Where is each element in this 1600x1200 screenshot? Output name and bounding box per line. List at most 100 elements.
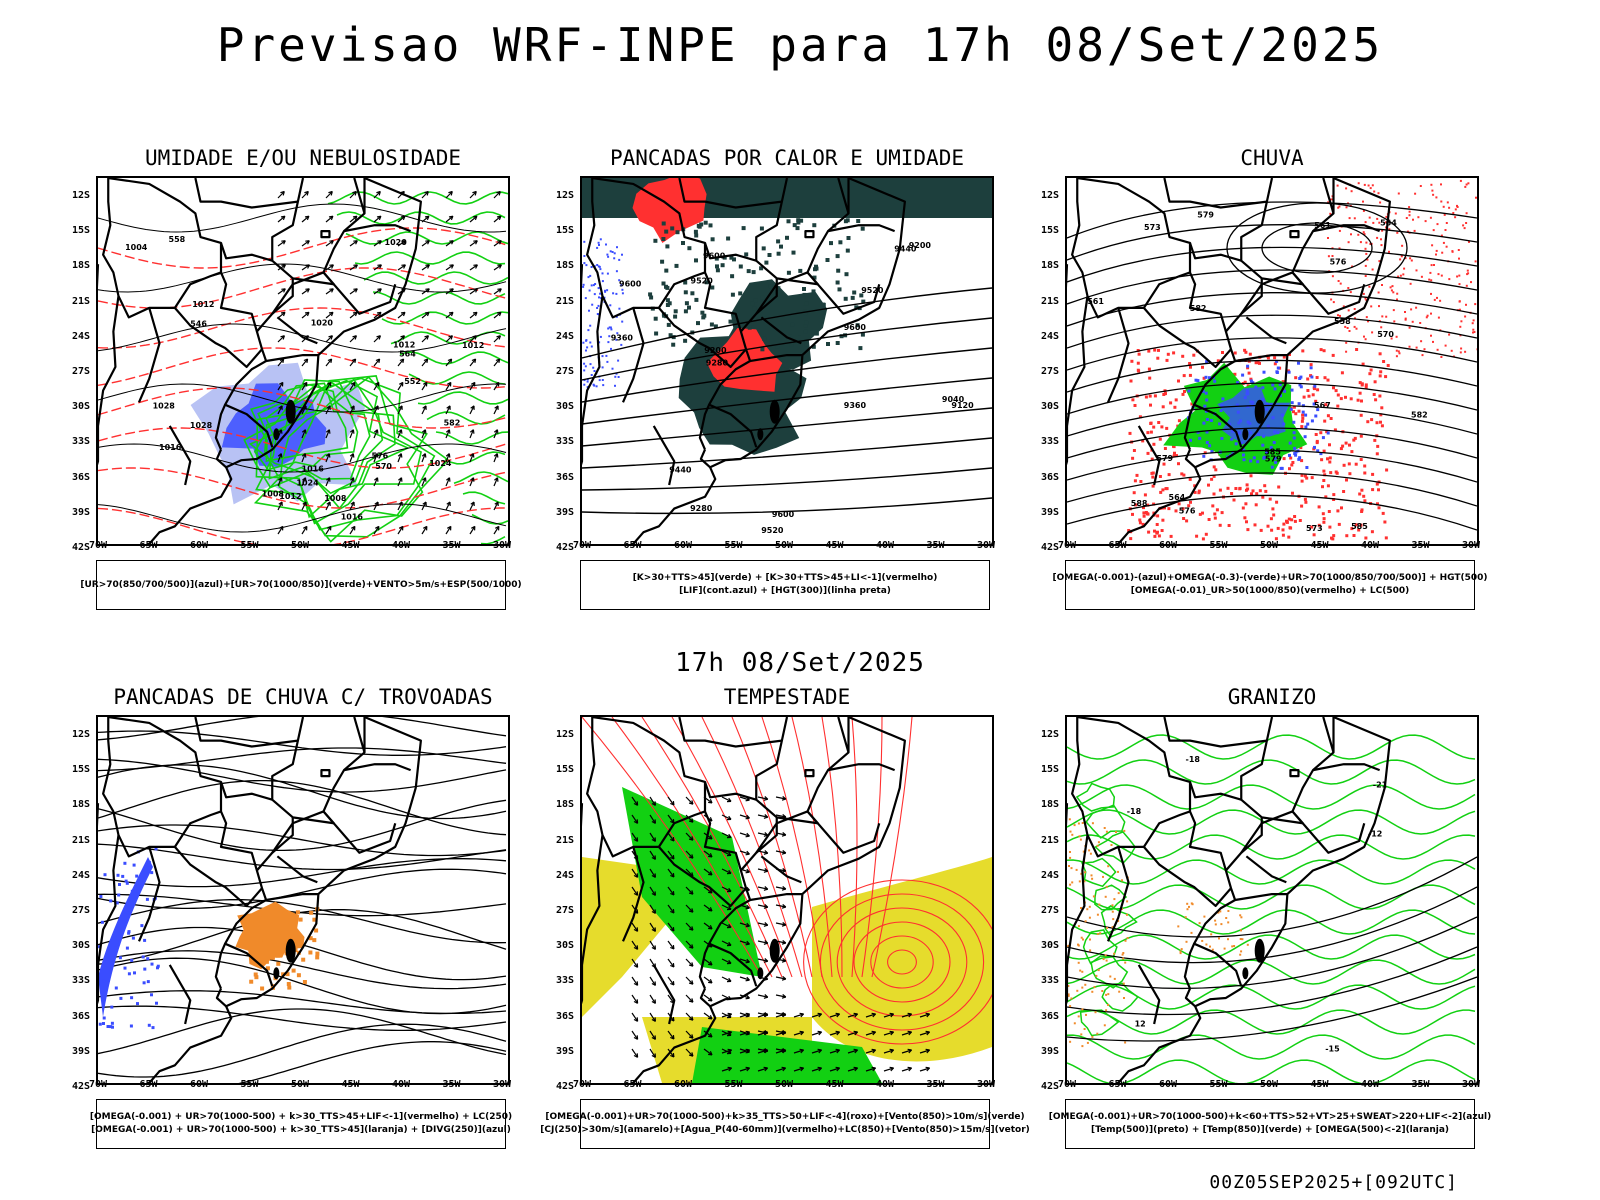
contour-label: 9600 <box>703 251 726 260</box>
pancadas-calor-panel: PANCADAS POR CALOR E UMIDADE 9600 9520 9600… <box>540 146 1010 612</box>
lon-tick-label: 70W <box>88 540 108 551</box>
lat-tick-label: 24S <box>555 330 574 342</box>
legend-line: [OMEGA(-0.001)+UR>70(1000-500)+k<60+TTS>… <box>1048 1112 1492 1122</box>
legend-box: [OMEGA(-0.001)-(azul)+OMEGA(-0.3)-(verde… <box>1052 560 1488 610</box>
coastline-borders <box>98 717 422 1083</box>
lat-tick-label: 33S <box>555 436 574 448</box>
lon-tick-label: 55W <box>240 1079 259 1090</box>
lat-tick-label: 33S <box>1040 436 1059 448</box>
panel-title: PANCADAS DE CHUVA C/ TROVOADAS <box>113 685 493 709</box>
umidade-panel: UMIDADE E/OU NEBULOSIDADE 1008 1016 1020 100… <box>56 146 526 612</box>
contour-label: 576 <box>372 451 389 460</box>
page-title: Previsao WRF-INPE para 17h 08/Set/2025 <box>216 18 1384 72</box>
run-stamp: 00Z05SEP2025+[092UTC] <box>1209 1172 1458 1193</box>
contour-label: 561 <box>1087 297 1104 306</box>
lat-tick-label: 33S <box>71 436 90 448</box>
contour-label: 9200 <box>909 241 932 250</box>
contour-label: 9280 <box>690 504 713 513</box>
lon-tick-label: 35W <box>926 540 945 551</box>
lon-tick-label: 50W <box>774 540 794 551</box>
chuva-panel: CHUVA 582 585 579 588 585 582 579 576 573 570 567 56… <box>1025 146 1495 612</box>
lat-tick-label: 21S <box>71 834 90 846</box>
map-frame: 9600 9520 9600 9600 9440 9520 9360 9280 9200 9120… <box>580 176 994 546</box>
lat-tick-label: 18S <box>1040 799 1059 811</box>
contour-label: 1004 <box>125 243 148 252</box>
lon-tick-label: 65W <box>1108 1079 1127 1090</box>
lon-tick-label: 40W <box>1360 540 1380 551</box>
tempestade-panel: TEMPESTADE 12S 15S 18S 21S 24S 27S 30S 33S 36S 39S… <box>540 685 1030 1151</box>
lat-tick-label: 24S <box>555 869 574 881</box>
legend-box: [K>30+TTS>45](verde) + [K>30+TTS>45+LI<-… <box>580 560 990 610</box>
lon-tick-label: 60W <box>189 540 209 551</box>
lat-tick-label: 12S <box>71 190 90 201</box>
lon-tick-label: 30W <box>976 540 996 551</box>
contour-label: 1020 <box>385 238 408 247</box>
lat-tick-label: 36S <box>1040 471 1059 483</box>
lon-tick-label: 60W <box>673 540 693 551</box>
contour-label: 1016 <box>302 465 325 474</box>
contour-label: 9040 <box>942 395 965 404</box>
contour-label: -18 <box>1127 807 1142 816</box>
panel-title: UMIDADE E/OU NEBULOSIDADE <box>144 146 462 170</box>
contour-label: 1016 <box>159 443 182 452</box>
lon-tick-label: 50W <box>290 1079 310 1090</box>
contour-label: 576 <box>1179 507 1196 516</box>
lat-tick-label: 15S <box>71 225 90 237</box>
map-frame <box>96 715 510 1085</box>
contour-label: 1028 <box>190 421 213 430</box>
lat-tick-label: 21S <box>555 295 574 307</box>
contour-label: 9440 <box>669 465 692 474</box>
contour-label: 552 <box>404 377 421 386</box>
lat-tick-label: 39S <box>555 1045 574 1057</box>
granizo-panel: GRANIZO -18 -12 -15 -18 -21 12 12S 15S 18S 21S 24S 2… <box>1025 685 1495 1151</box>
lon-tick-label: 40W <box>875 540 895 551</box>
lon-tick-label: 45W <box>1310 540 1329 551</box>
lat-tick-label: 12S <box>555 729 574 740</box>
lon-tick-label: 55W <box>1209 1079 1228 1090</box>
lon-tick-label: 35W <box>1411 540 1430 551</box>
contour-label: 546 <box>190 320 207 329</box>
lat-tick-label: 18S <box>555 799 574 811</box>
lat-tick-label: 42S <box>1040 1081 1059 1092</box>
contour-label: 12 <box>1135 1020 1146 1029</box>
contour-label: 1012 <box>192 300 214 309</box>
lon-tick-label: 60W <box>1158 1079 1178 1090</box>
coastline-borders <box>582 717 906 1083</box>
lat-tick-label: 42S <box>71 1081 90 1092</box>
lat-tick-label: 30S <box>555 401 574 413</box>
contour-label: 567 <box>1314 401 1331 410</box>
lon-tick-label: 30W <box>1461 540 1481 551</box>
contour-label: 9280 <box>706 359 729 368</box>
lon-tick-label: 50W <box>290 540 310 551</box>
weather-map: 5825855795885855825795765735705675645615… <box>1067 178 1477 544</box>
legend-line: [OMEGA(-0.001)-(azul)+OMEGA(-0.3)-(verde… <box>1052 573 1488 583</box>
lat-tick-label: 42S <box>555 1081 574 1092</box>
lat-tick-label: 15S <box>1040 764 1059 776</box>
lat-tick-label: 39S <box>555 506 574 518</box>
lat-tick-label: 18S <box>1040 260 1059 272</box>
weather-map <box>582 717 992 1083</box>
lat-tick-label: 36S <box>555 471 574 483</box>
contour-label: 9600 <box>772 510 795 519</box>
lon-tick-label: 50W <box>774 1079 794 1090</box>
lat-tick-label: 33S <box>71 975 90 987</box>
lon-tick-label: 60W <box>189 1079 209 1090</box>
lon-tick-label: 50W <box>1259 540 1279 551</box>
lon-tick-label: 45W <box>341 540 360 551</box>
contour-label: 9600 <box>844 323 867 332</box>
lat-tick-label: 24S <box>1040 330 1059 342</box>
lat-tick-label: 21S <box>1040 295 1059 307</box>
contour-label: -12 <box>1368 829 1382 838</box>
coastline-borders <box>1067 717 1391 1083</box>
contour-label: 1008 <box>324 494 347 503</box>
contour-label: 1012 <box>462 341 484 350</box>
contour-label: 9200 <box>704 346 727 355</box>
contour-label: 564 <box>1169 493 1186 502</box>
lon-tick-label: 35W <box>926 1079 945 1090</box>
lat-tick-label: 36S <box>555 1010 574 1022</box>
coastline-borders <box>582 178 906 544</box>
lat-tick-label: 42S <box>1040 542 1059 553</box>
lat-tick-label: 39S <box>71 1045 90 1057</box>
lat-tick-label: 42S <box>555 542 574 553</box>
lat-tick-label: 15S <box>555 225 574 237</box>
